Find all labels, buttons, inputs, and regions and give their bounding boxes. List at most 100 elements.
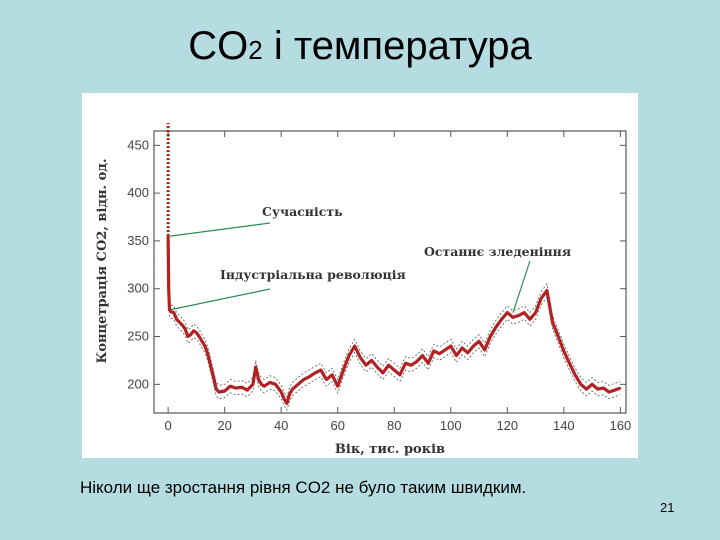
co2-data-point (198, 335, 201, 338)
y-tick-label: 400 (127, 185, 149, 200)
co2-data-point (483, 349, 486, 351)
co2-data-point (359, 356, 362, 359)
series-layer (166, 123, 622, 412)
co2-data-point (167, 235, 170, 238)
annotation-layer: Сучасність Індустріальна революція Останнє… (170, 204, 571, 313)
title-co-text: CO (188, 24, 249, 68)
y-tick-label: 300 (127, 281, 149, 296)
co2-data-point (551, 321, 554, 324)
co2-data-point (466, 351, 469, 354)
co2-data-point (529, 318, 531, 321)
co2-data-point (512, 316, 514, 319)
co2-data-point (613, 389, 616, 391)
co2-data-point (319, 369, 322, 371)
co2-data-point (393, 369, 396, 371)
co2-data-point (455, 354, 458, 357)
co2-data-point (274, 383, 277, 386)
co2-data-point (579, 383, 582, 386)
co2-data-point (229, 385, 232, 388)
co2-data-point (591, 383, 593, 386)
x-tick-label: 140 (553, 418, 575, 433)
co2-data-point (585, 388, 588, 391)
x-ticks: 0 20 40 60 80 100 120 140 160 (165, 131, 631, 433)
annotation-arrow-present (170, 222, 271, 237)
co2-data-point (167, 287, 170, 290)
co2-data-point (257, 378, 260, 381)
co2-data-point (500, 318, 503, 321)
co2-data-point (376, 366, 379, 369)
co2-data-point (203, 345, 206, 347)
co2-data-point (574, 373, 577, 376)
co2-data-point (254, 366, 257, 369)
co2-data-point (223, 390, 226, 392)
co2-data-point (178, 321, 181, 324)
x-tick-label: 120 (496, 418, 518, 433)
co2-data-point (438, 352, 441, 355)
co2-data-point (187, 335, 189, 338)
co2-data-point (415, 360, 418, 363)
co2-data-point (170, 310, 172, 313)
co2-data-point (209, 364, 212, 367)
y-ticks: 200 250 300 350 400 450 (127, 137, 626, 391)
co2-data-point (382, 371, 384, 374)
co2-data-point (472, 345, 475, 347)
co2-data-point (297, 383, 300, 386)
co2-data-point (534, 311, 537, 314)
co2-data-point (201, 340, 203, 343)
co2-data-point (215, 388, 218, 391)
co2-data-point (608, 391, 610, 393)
co2-data-point (288, 392, 291, 395)
co2-data-point (192, 329, 195, 332)
co2-data-point (540, 297, 543, 300)
co2-data-point (189, 333, 192, 336)
x-tick-label: 60 (330, 418, 344, 433)
co2-data-point (218, 391, 220, 393)
x-tick-label: 40 (274, 418, 288, 433)
co2-data-point (461, 347, 463, 349)
co2-data-point (596, 388, 599, 391)
co2-data-point (291, 388, 294, 391)
co2-data-point (336, 385, 339, 388)
plot-frame (153, 130, 627, 414)
co2-data-point (427, 362, 430, 365)
co2-data-point (370, 359, 373, 362)
co2-data-point (280, 391, 283, 393)
co2-data-point (283, 397, 285, 400)
co2-data-point (268, 381, 271, 384)
y-tick-label: 200 (127, 376, 149, 391)
co2-data-point (387, 364, 390, 367)
y-axis-label: Концетрація CO2, відн. од. (95, 159, 110, 364)
annotation-arrow-industrial (170, 288, 271, 311)
slide-caption: Ніколи ще зростання рівня CO2 не було та… (80, 478, 527, 497)
y-tick-label: 350 (127, 233, 149, 248)
co2-data-point (285, 402, 288, 405)
co2-data-point (308, 375, 311, 378)
page-number: 21 (660, 500, 675, 515)
x-tick-label: 100 (440, 418, 462, 433)
co2-data-point (175, 318, 178, 321)
co2-data-point (348, 354, 350, 357)
co2-data-point (212, 375, 215, 378)
co2-data-point (365, 364, 367, 367)
co2-data-point (404, 362, 407, 365)
co2-data-point (181, 324, 184, 326)
co2-data-point (246, 389, 249, 391)
x-tick-label: 160 (609, 418, 631, 433)
co2-data-point (489, 335, 492, 338)
co2-data-point (302, 378, 305, 381)
annotation-arrow-glaciation (512, 260, 531, 313)
co2-data-point (252, 383, 254, 386)
co2-data-point (523, 311, 526, 314)
co2-data-point (495, 326, 497, 328)
co2-data-point (235, 387, 237, 390)
upper-uncertainty-line (167, 229, 621, 398)
co2-data-point (314, 371, 317, 374)
co2-data-point (240, 386, 243, 389)
co2-data-point (444, 349, 447, 351)
co2-data-point (172, 311, 175, 314)
x-tick-label: 20 (217, 418, 231, 433)
co2-chart: 200 250 300 350 400 450 0 20 40 60 80 100 120 140 160… (95, 123, 631, 457)
co2-data-point (325, 378, 328, 381)
title-rest-text: і температура (262, 24, 532, 68)
co2-data-point (421, 354, 424, 357)
